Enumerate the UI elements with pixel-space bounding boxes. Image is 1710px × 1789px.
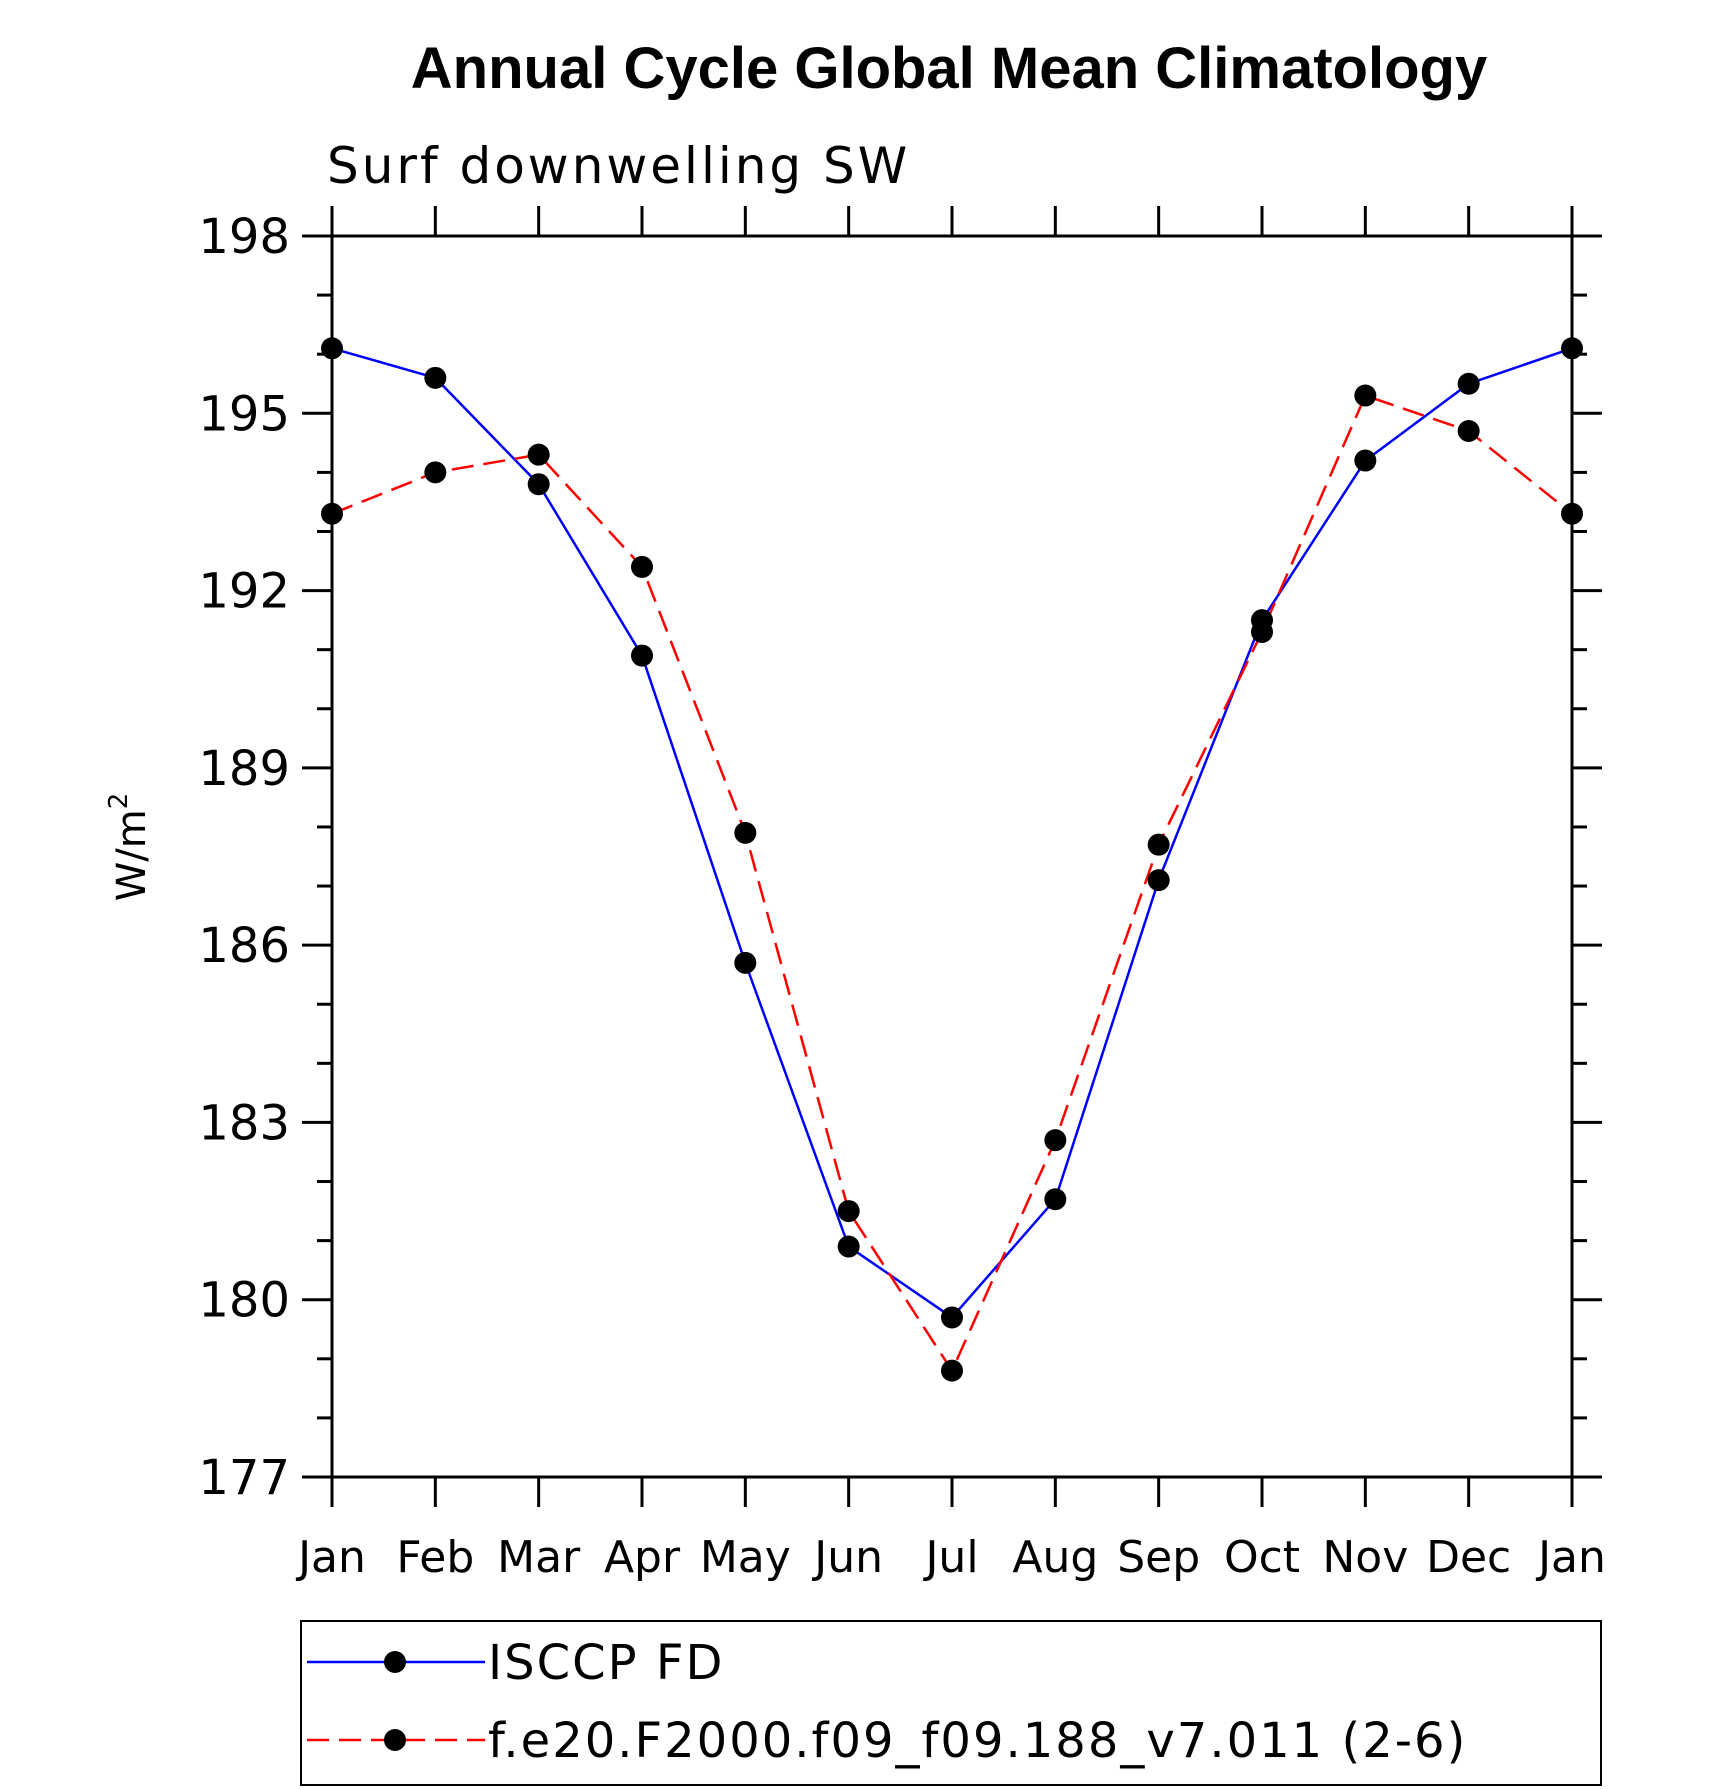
svg-text:W/m2: W/m2: [104, 793, 155, 902]
series-1-point: [1561, 337, 1583, 360]
legend-label-1: ISCCP FD: [488, 1635, 724, 1691]
series-2-point: [1251, 620, 1273, 643]
series-2-point: [1354, 384, 1377, 407]
series-1-point: [424, 366, 447, 389]
series-2-point: [1147, 833, 1170, 856]
x-tick-label: Feb: [396, 1532, 474, 1583]
x-tick-label: Nov: [1322, 1532, 1408, 1583]
x-tick-label: Jan: [1535, 1532, 1606, 1583]
x-tick-label: Mar: [497, 1532, 581, 1583]
series-1-point: [631, 644, 653, 667]
series-line-2: [331, 394, 1573, 1374]
legend: ISCCP FD f.e20.F2000.f09_f09.188_v7.011 (…: [307, 1635, 1467, 1769]
series-1-point: [1044, 1188, 1067, 1211]
y-axis-label-text: W/m: [109, 809, 155, 901]
series-1-point: [837, 1235, 860, 1258]
legend-marker-1: [384, 1651, 406, 1673]
x-tick-label: Dec: [1426, 1532, 1511, 1583]
x-tick-label: Apr: [604, 1532, 681, 1583]
legend-label-2: f.e20.F2000.f09_f09.188_v7.011 (2-6): [488, 1713, 1467, 1769]
series-2-point: [837, 1200, 860, 1223]
series-1-point: [527, 473, 550, 496]
x-tick-label: Jan: [295, 1532, 366, 1583]
y-tick-label: 186: [198, 918, 290, 974]
y-tick-label: 195: [198, 386, 290, 442]
series-2-point: [321, 502, 343, 525]
legend-marker-2: [384, 1729, 406, 1751]
y-tick-label: 192: [198, 564, 290, 620]
series-2-point: [1044, 1129, 1067, 1152]
axes: Jan Feb Mar Apr May Jun Jul Aug Sep Oct Nov Dec Jan1…: [198, 206, 1606, 1583]
chart-subtitle: Surf downwelling SW: [327, 137, 910, 195]
y-axis-label-superscript: 2: [104, 793, 134, 810]
x-tick-label: Jun: [811, 1532, 883, 1583]
series-1-point: [1147, 869, 1170, 892]
series-2-point: [631, 555, 653, 578]
series-2-point: [1561, 502, 1583, 525]
y-tick-label: 183: [198, 1095, 290, 1151]
series-2-point: [734, 821, 757, 844]
x-tick-label: Aug: [1012, 1532, 1098, 1583]
series-1-point: [1457, 372, 1480, 395]
y-axis-label: W/m2: [104, 793, 155, 902]
x-tick-label: Oct: [1224, 1532, 1300, 1583]
series-line-1: [331, 347, 1573, 1320]
series-layer: [321, 337, 1583, 1382]
series-1-point: [1354, 449, 1377, 472]
legend-box: [300, 1620, 1602, 1786]
series-2-point: [424, 461, 447, 484]
series-1-point: [734, 951, 757, 974]
plot-frame: [330, 234, 1574, 1479]
y-tick-label: 198: [198, 209, 290, 265]
x-tick-label: Jul: [922, 1532, 978, 1583]
x-tick-label: May: [700, 1532, 791, 1583]
y-tick-label: 180: [198, 1273, 290, 1329]
y-tick-label: 189: [198, 741, 290, 797]
series-1-point: [941, 1306, 963, 1329]
series-2-point: [527, 443, 550, 466]
x-tick-label: Sep: [1117, 1532, 1200, 1583]
series-1-point: [321, 337, 343, 360]
series-2-point: [941, 1359, 963, 1382]
chart-title: Annual Cycle Global Mean Climatology: [411, 36, 1487, 101]
y-tick-label: 177: [198, 1450, 290, 1506]
series-2-point: [1457, 420, 1480, 443]
